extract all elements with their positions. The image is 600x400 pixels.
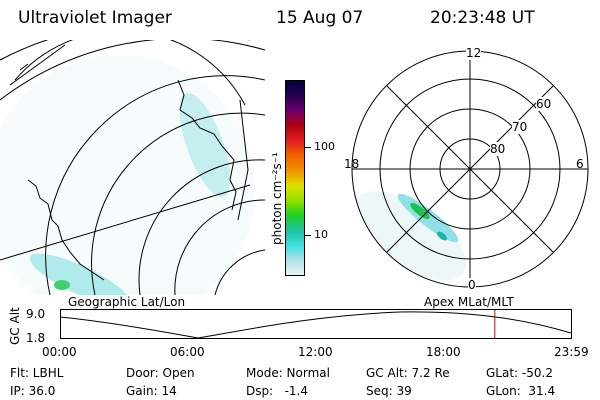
mlat-label-80: 80 bbox=[490, 142, 506, 156]
aurora-bright bbox=[410, 202, 430, 220]
mlt-label-6: 6 bbox=[576, 157, 584, 171]
geographic-map bbox=[0, 40, 265, 295]
status-ip: IP: 36.0 bbox=[10, 384, 56, 398]
x-tick-3: 18:00 bbox=[426, 345, 461, 359]
aurora-bright bbox=[436, 231, 448, 241]
geographic-map-label: Geographic Lat/Lon bbox=[68, 295, 186, 309]
x-tick-4: 23:59 bbox=[554, 345, 589, 359]
colorbar bbox=[285, 80, 305, 276]
mlat-label-70: 70 bbox=[512, 120, 528, 134]
aurora-haze bbox=[354, 191, 466, 281]
colorbar-tick bbox=[305, 147, 311, 148]
time-label: 20:23:48 UT bbox=[430, 8, 535, 28]
aurora-patch bbox=[29, 253, 131, 295]
apex-map-label: Apex MLat/MLT bbox=[424, 295, 514, 309]
colorbar-tick-label: 100 bbox=[314, 140, 335, 153]
altitude-plot bbox=[60, 309, 572, 339]
mlt-label-0: 0 bbox=[468, 278, 476, 292]
disk-limb bbox=[237, 99, 249, 221]
mlat-label-60: 60 bbox=[536, 97, 552, 111]
polar-mlt-map bbox=[351, 50, 589, 288]
status-dsp: Dsp: -1.4 bbox=[246, 384, 309, 398]
latitude-arcs bbox=[0, 40, 265, 295]
colorbar-tick-label: 10 bbox=[314, 228, 328, 241]
status-gain: Gain: 14 bbox=[126, 384, 177, 398]
colorbar-unit-label: photon cm⁻²s⁻¹ bbox=[270, 152, 284, 245]
x-tick-1: 06:00 bbox=[170, 345, 205, 359]
polar-grid bbox=[351, 50, 589, 288]
mlt-label-12: 12 bbox=[466, 46, 482, 60]
colorbar-gradient bbox=[286, 81, 304, 275]
altitude-ymax: 9.0 bbox=[26, 307, 46, 321]
aurora-bright bbox=[54, 280, 70, 290]
status-door: Door: Open bbox=[126, 366, 195, 380]
altitude-ylabel: GC Alt bbox=[8, 307, 22, 345]
disk-limb bbox=[14, 40, 246, 106]
status-mode: Mode: Normal bbox=[246, 366, 330, 380]
colorbar-tick bbox=[305, 235, 311, 236]
date-label: 15 Aug 07 bbox=[276, 8, 364, 28]
status-seq: Seq: 39 bbox=[366, 384, 412, 398]
coastline bbox=[19, 63, 237, 281]
instrument-title: Ultraviolet Imager bbox=[18, 8, 172, 28]
altitude-curve bbox=[60, 311, 572, 339]
status-glat: GLat: -50.2 bbox=[486, 366, 553, 380]
mlt-label-18: 18 bbox=[344, 157, 360, 171]
status-gc-alt: GC Alt: 7.2 Re bbox=[366, 366, 450, 380]
altitude-ymin: 1.8 bbox=[26, 331, 46, 345]
status-glon: GLon: 31.4 bbox=[486, 384, 556, 398]
x-tick-0: 00:00 bbox=[42, 345, 77, 359]
meridian-lines bbox=[0, 44, 251, 261]
x-tick-2: 12:00 bbox=[298, 345, 333, 359]
status-filter: Flt: LBHL bbox=[10, 366, 64, 380]
